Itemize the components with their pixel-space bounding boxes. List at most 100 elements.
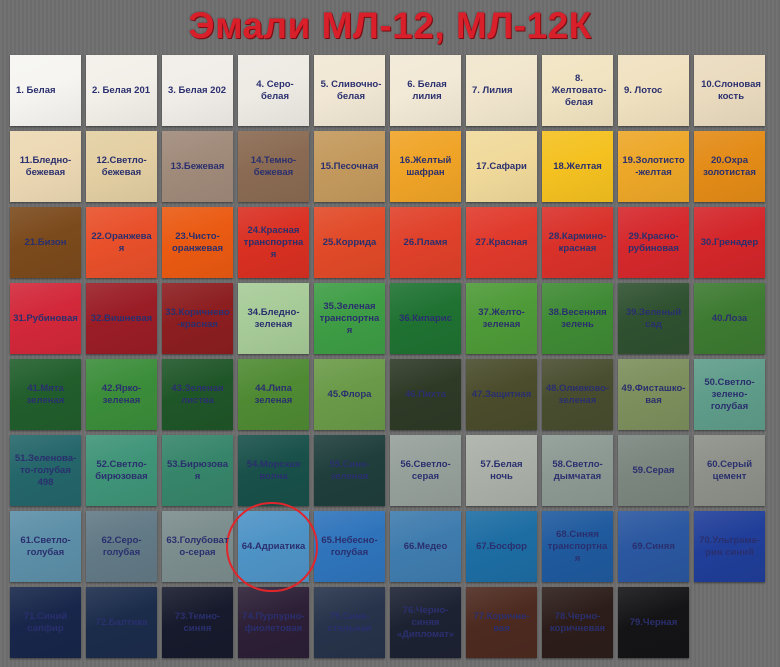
swatch-label: 49.Фисташко-вая	[621, 382, 686, 406]
swatch-label: 24.Красная транспортная	[243, 224, 304, 260]
swatch-label: 56.Светло-серая	[400, 458, 451, 482]
swatch-label: 42.Ярко-зеленая	[101, 382, 142, 406]
swatch-label: 5. Сливочно-белая	[320, 78, 382, 102]
swatch-label: 11.Бледно-бежевая	[19, 154, 72, 178]
color-swatch: 4. Серо-белая	[238, 55, 309, 126]
swatch-label: 69.Синяя	[632, 540, 675, 552]
color-swatch: 39.Зеленый сад	[618, 283, 689, 354]
swatch-label: 15.Песочная	[320, 160, 379, 172]
color-swatch: 31.Рубиновая	[10, 283, 81, 354]
color-swatch: 43.Зеленая листва	[162, 359, 233, 430]
swatch-label: 41.Мята зеленая	[26, 382, 65, 406]
swatch-label: 51.Зеленова-то-голубая 498	[14, 452, 77, 488]
swatch-label: 38.Весенняя зелень	[548, 306, 607, 330]
swatch-label: 57.Белая ночь	[480, 458, 523, 482]
swatch-label: 45.Флора	[327, 388, 372, 400]
color-swatch: 46.Пихта	[390, 359, 461, 430]
color-swatch: 61.Светло-голубая	[10, 511, 81, 582]
color-swatch: 11.Бледно-бежевая	[10, 131, 81, 202]
color-swatch: 68.Синяя транспортная	[542, 511, 613, 582]
swatch-label: 44.Липа зеленая	[254, 382, 293, 406]
color-swatch: 60.Серый цемент	[694, 435, 765, 506]
swatch-label: 53.Бирюзовая	[166, 458, 229, 482]
swatch-label: 39.Зеленый сад	[625, 306, 682, 330]
swatch-label: 48.Оливково-зеленая	[545, 382, 610, 406]
color-swatch: 37.Желто-зеленая	[466, 283, 537, 354]
color-swatch: 64.Адриатика	[238, 511, 309, 582]
swatch-label: 63.Голубовато-серая	[166, 534, 229, 558]
color-swatch: 24.Красная транспортная	[238, 207, 309, 278]
color-swatch: 6. Белая лилия	[390, 55, 461, 126]
swatch-label: 22.Оранжевая	[91, 230, 152, 254]
color-swatch: 57.Белая ночь	[466, 435, 537, 506]
color-swatch: 18.Желтая	[542, 131, 613, 202]
color-swatch: 27.Красная	[466, 207, 537, 278]
color-swatch: 12.Светло-бежевая	[86, 131, 157, 202]
swatch-label: 3. Белая 202	[168, 84, 227, 96]
color-swatch: 16.Желтый шафран	[390, 131, 461, 202]
color-swatch: 71.Синий сапфир	[10, 587, 81, 658]
color-swatch: 28.Кармино-красная	[542, 207, 613, 278]
color-swatch: 62.Серо-голубая	[86, 511, 157, 582]
color-swatch: 17.Сафари	[466, 131, 537, 202]
swatch-label: 12.Светло-бежевая	[96, 154, 147, 178]
swatch-label: 30.Гренадер	[700, 236, 759, 248]
swatch-label: 26.Пламя	[403, 236, 448, 248]
swatch-label: 31.Рубиновая	[13, 312, 78, 324]
color-swatch: 32.Вишневая	[86, 283, 157, 354]
color-swatch: 51.Зеленова-то-голубая 498	[10, 435, 81, 506]
color-swatch: 9. Лотос	[618, 55, 689, 126]
color-swatch: 77.Коричне-вая	[466, 587, 537, 658]
swatch-label: 74.Пурпурно-фиолетовая	[242, 610, 305, 634]
color-swatch: 1. Белая	[10, 55, 81, 126]
swatch-label: 67.Босфор	[476, 540, 527, 552]
swatch-label: 6. Белая лилия	[407, 78, 447, 102]
swatch-label: 8. Желтовато-белая	[551, 72, 607, 108]
color-swatch: 67.Босфор	[466, 511, 537, 582]
color-swatch: 75.Сине-стальная	[314, 587, 385, 658]
color-swatch: 70.Ультрама-рин синий	[694, 511, 765, 582]
color-swatch: 14.Темно-бежевая	[238, 131, 309, 202]
color-swatch: 30.Гренадер	[694, 207, 765, 278]
swatch-label: 13.Бежевая	[170, 160, 225, 172]
swatch-label: 23.Чисто-оранжевая	[171, 230, 224, 254]
swatch-label: 2. Белая 201	[92, 84, 151, 96]
swatch-label: 62.Серо-голубая	[101, 534, 142, 558]
swatch-label: 9. Лотос	[624, 84, 663, 96]
color-swatch: 15.Песочная	[314, 131, 385, 202]
color-swatch: 40.Лоза	[694, 283, 765, 354]
color-swatch: 38.Весенняя зелень	[542, 283, 613, 354]
color-swatch: 34.Бледно-зеленая	[238, 283, 309, 354]
color-swatch: 65.Небесно-голубая	[314, 511, 385, 582]
color-swatch: 23.Чисто-оранжевая	[162, 207, 233, 278]
swatch-label: 18.Желтая	[553, 160, 602, 172]
color-swatch: 76.Черно-синяя «Дипломат»	[390, 587, 461, 658]
swatch-label: 72.Балтика	[95, 616, 148, 628]
color-swatch: 29.Красно-рубиновая	[618, 207, 689, 278]
swatch-label: 75.Сине-стальная	[327, 610, 372, 634]
swatch-label: 33.Коричнево-красная	[165, 306, 230, 330]
color-swatch: 58.Светло-дымчатая	[542, 435, 613, 506]
swatch-label: 47.Защитная	[471, 388, 532, 400]
color-swatch: 49.Фисташко-вая	[618, 359, 689, 430]
swatch-label: 71.Синий сапфир	[23, 610, 68, 634]
color-swatch: 56.Светло-серая	[390, 435, 461, 506]
color-swatch: 48.Оливково-зеленая	[542, 359, 613, 430]
color-swatch: 55.Сине-зеленая	[314, 435, 385, 506]
swatch-label: 77.Коричне-вая	[473, 610, 530, 634]
color-swatch: 53.Бирюзовая	[162, 435, 233, 506]
color-swatch: 54.Морская волна	[238, 435, 309, 506]
color-swatch: 21.Бизон	[10, 207, 81, 278]
color-swatch: 66.Медео	[390, 511, 461, 582]
color-swatch: 50.Светло-зелено-голубая	[694, 359, 765, 430]
color-swatch: 19.Золотисто-желтая	[618, 131, 689, 202]
color-swatch: 74.Пурпурно-фиолетовая	[238, 587, 309, 658]
swatch-label: 29.Красно-рубиновая	[628, 230, 679, 254]
swatch-label: 16.Желтый шафран	[399, 154, 452, 178]
color-swatch: 26.Пламя	[390, 207, 461, 278]
swatch-label: 64.Адриатика	[241, 540, 306, 552]
color-swatch: 33.Коричнево-красная	[162, 283, 233, 354]
color-swatch: 25.Коррида	[314, 207, 385, 278]
color-swatch: 22.Оранжевая	[86, 207, 157, 278]
color-swatch: 79.Черная	[618, 587, 689, 658]
